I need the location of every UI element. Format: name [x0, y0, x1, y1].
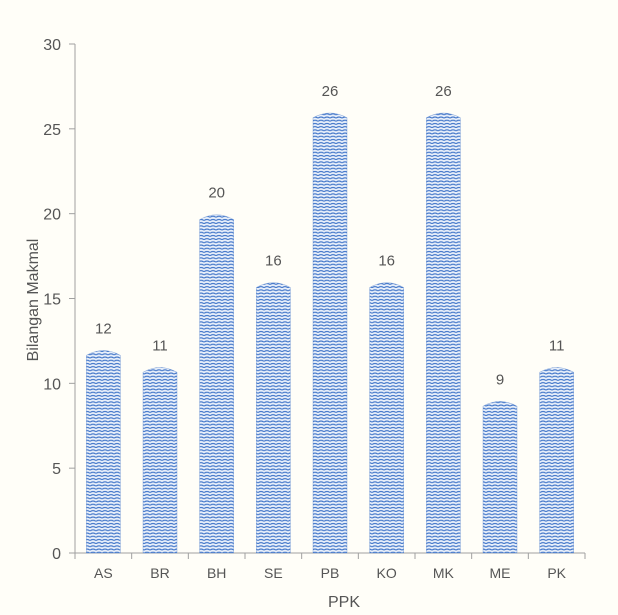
data-label-bh: 20	[208, 185, 225, 202]
data-labels-group: 12 11 20 16 26 16 26 9 11	[95, 83, 564, 388]
x-tick-label: BR	[150, 565, 169, 581]
data-label-ko: 16	[378, 253, 395, 270]
bar-bh	[199, 214, 234, 554]
x-axis: AS BR BH SE PB KO MK ME PK	[74, 552, 586, 581]
bar-me	[482, 401, 518, 554]
data-label-as: 12	[95, 320, 112, 337]
x-tick-label: SE	[264, 565, 283, 581]
x-tick-label: PK	[547, 565, 566, 581]
x-tick-label: BH	[207, 565, 226, 581]
bar-pk	[539, 367, 574, 554]
bar-as	[86, 350, 121, 554]
data-label-se: 16	[265, 253, 282, 270]
y-tick-label: 20	[43, 207, 61, 224]
x-tick-label: KO	[377, 565, 397, 581]
y-tick-label: 25	[43, 122, 61, 139]
bar-se	[256, 282, 291, 554]
bar-br	[142, 367, 178, 554]
y-tick-label: 15	[43, 292, 61, 309]
x-tick-label: ME	[490, 565, 511, 581]
y-axis-title: Bilangan Makmal	[25, 239, 42, 362]
x-tick-label: MK	[433, 565, 455, 581]
bars-group	[86, 112, 574, 554]
bar-mk	[426, 112, 461, 554]
data-label-me: 9	[496, 371, 504, 388]
bar-ko	[369, 282, 404, 554]
bar-pb	[312, 112, 348, 554]
y-tick-label: 0	[52, 546, 61, 563]
data-label-pk: 11	[549, 337, 565, 354]
data-label-br: 11	[152, 337, 168, 354]
y-tick-label: 10	[43, 376, 61, 393]
x-axis-title: PPK	[328, 594, 360, 611]
y-axis: 0 5 10 15 20 25 30	[43, 37, 76, 563]
y-tick-label: 5	[52, 461, 61, 478]
x-tick-label: AS	[94, 565, 113, 581]
y-tick-label: 30	[43, 37, 61, 54]
x-tick-label: PB	[321, 565, 340, 581]
data-label-mk: 26	[435, 83, 452, 100]
data-label-pb: 26	[322, 83, 339, 100]
